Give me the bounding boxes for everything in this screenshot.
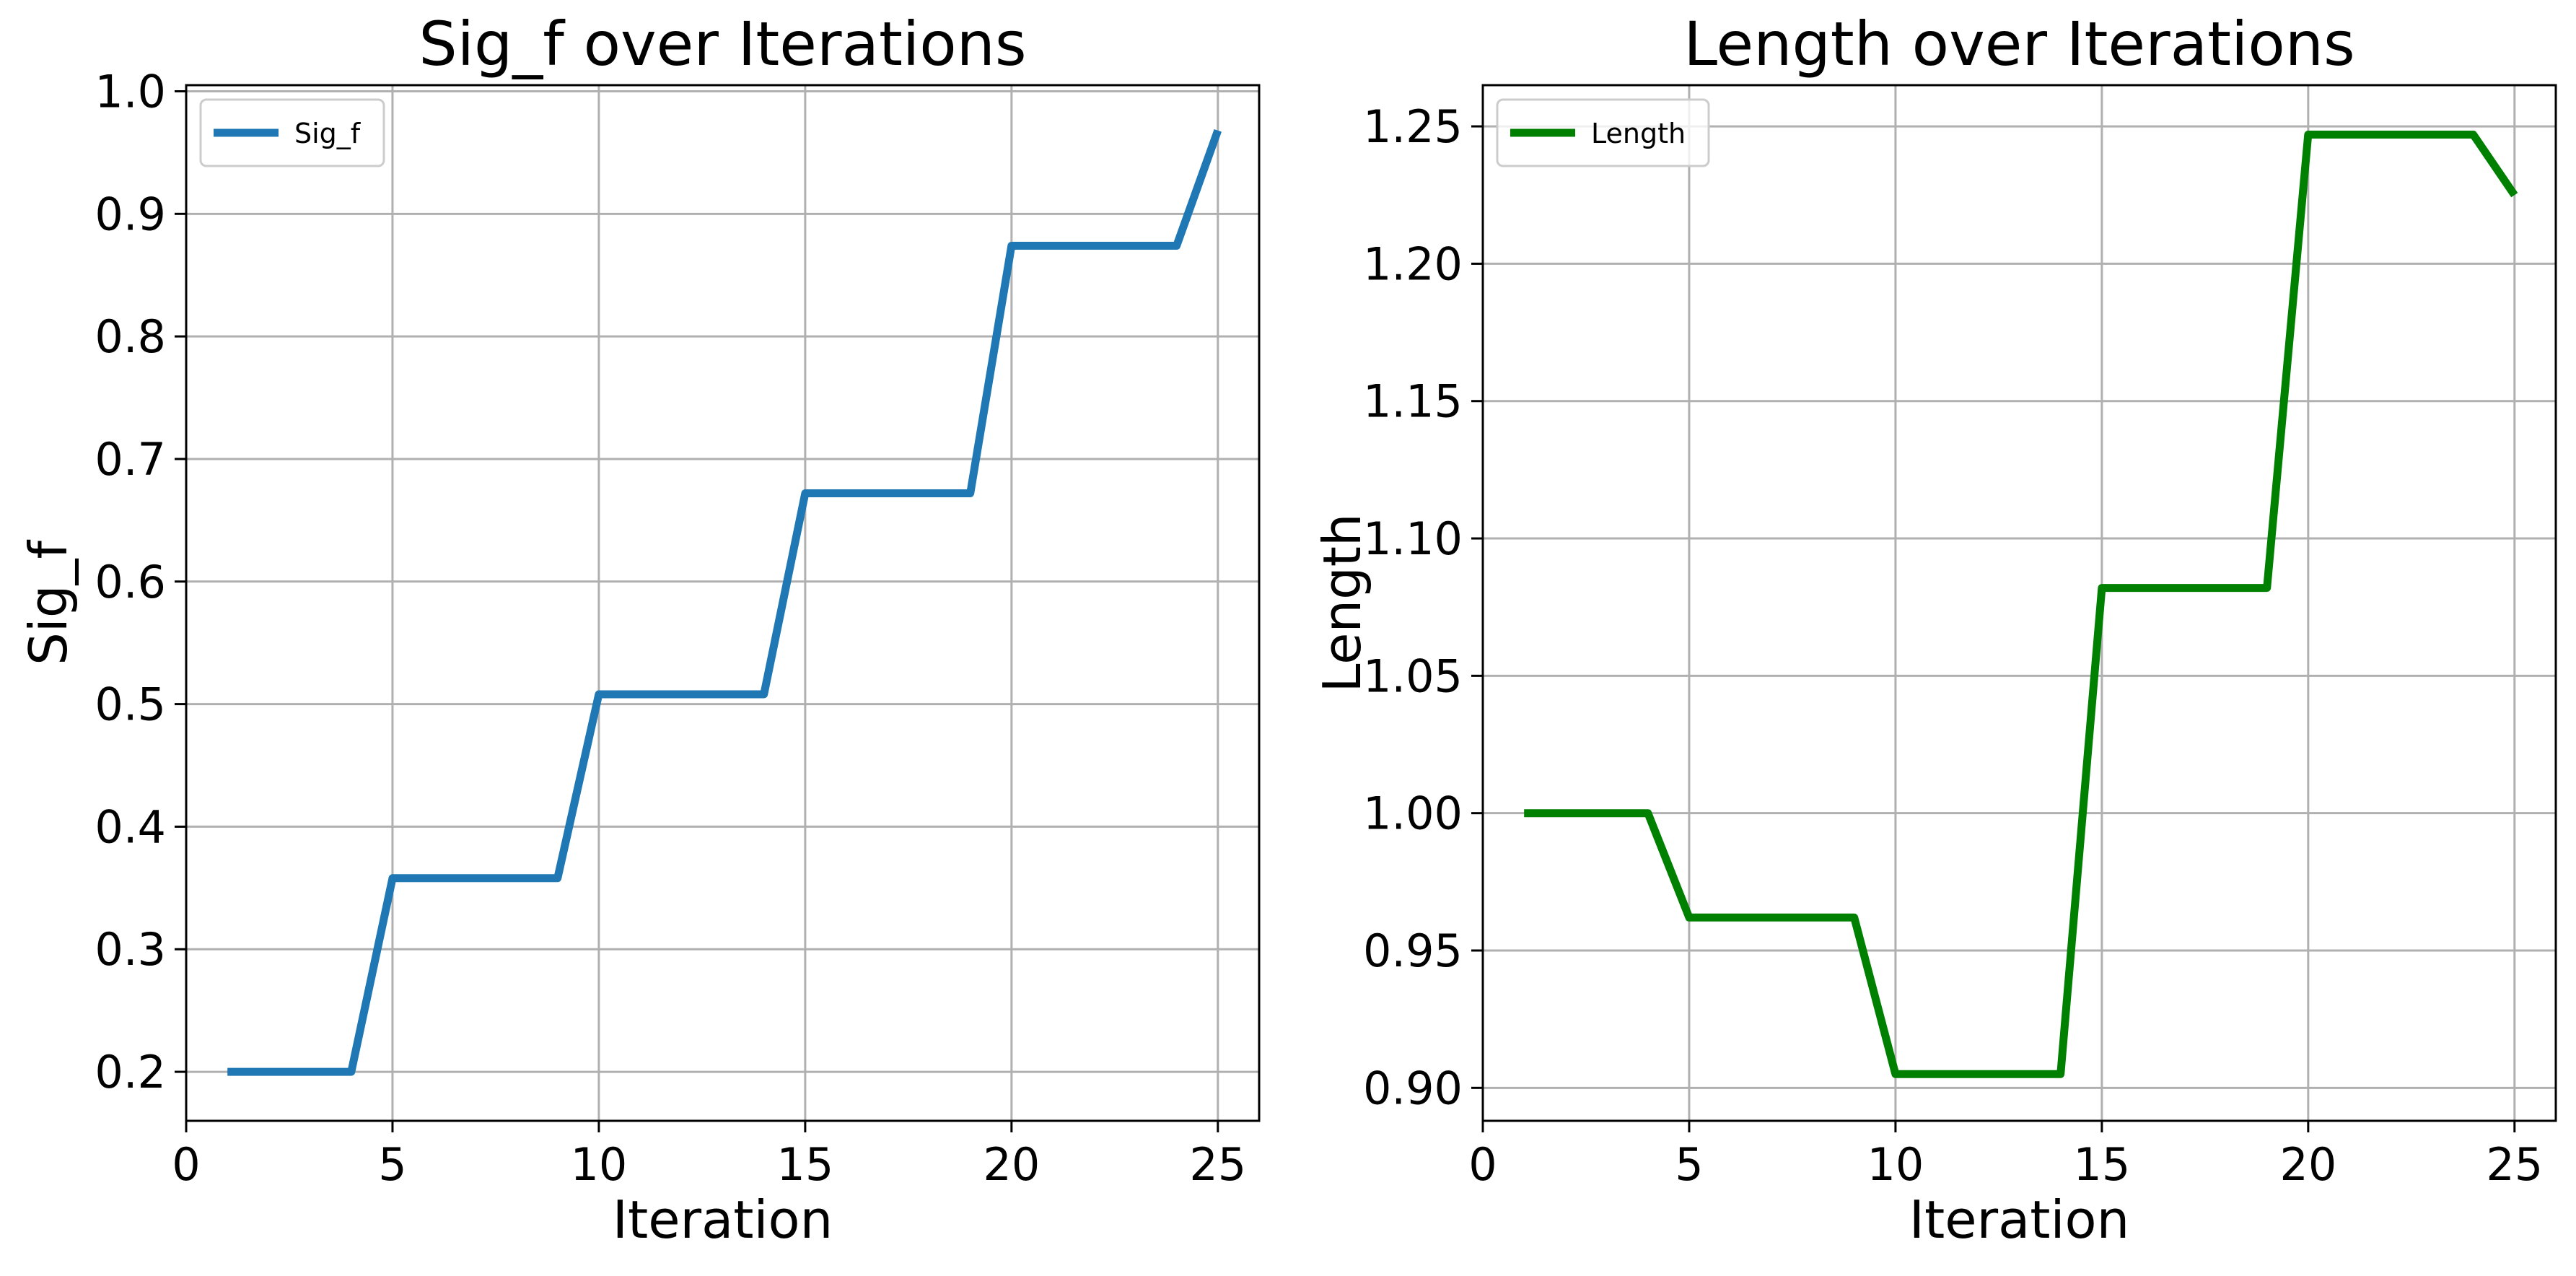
y-tick-label: 0.2 bbox=[95, 1046, 166, 1098]
x-tick-label: 0 bbox=[1468, 1138, 1497, 1191]
chart-title: Length over Iterations bbox=[1683, 9, 2355, 79]
y-tick-label: 1.0 bbox=[95, 65, 166, 118]
chart-title: Sig_f over Iterations bbox=[419, 9, 1026, 79]
series-line-length bbox=[1524, 131, 2518, 1078]
y-tick-label: 0.6 bbox=[95, 556, 166, 608]
y-axis-label: Length bbox=[1312, 513, 1372, 692]
x-tick-label: 20 bbox=[983, 1138, 1040, 1191]
plot-area-frame bbox=[185, 84, 1261, 1122]
y-tick-label: 0.7 bbox=[95, 433, 166, 486]
legend-label: Length bbox=[1591, 118, 1686, 149]
x-axis-label: Iteration bbox=[1909, 1189, 2129, 1250]
x-tick-label: 15 bbox=[776, 1138, 833, 1191]
y-tick-label: 0.8 bbox=[95, 310, 166, 363]
y-tick-label: 0.4 bbox=[95, 800, 166, 853]
x-tick-label: 10 bbox=[1867, 1138, 1924, 1191]
series-line-sig-f bbox=[227, 128, 1222, 1076]
y-tick-label: 0.95 bbox=[1363, 925, 1463, 977]
y-tick-label: 1.00 bbox=[1363, 787, 1463, 840]
legend: Length bbox=[1496, 98, 1710, 167]
x-tick-label: 0 bbox=[172, 1138, 200, 1191]
legend: Sig_f bbox=[199, 98, 385, 167]
legend-label: Sig_f bbox=[294, 118, 362, 149]
x-tick-label: 15 bbox=[2073, 1138, 2130, 1191]
x-tick-label: 20 bbox=[2279, 1138, 2336, 1191]
x-tick-label: 5 bbox=[1675, 1138, 1703, 1191]
x-tick-label: 25 bbox=[1189, 1138, 1246, 1191]
chart-1: 0 5 10 15 20 25 0.2 0.3 0.4 0.5 0.6 0.7 0.8 0.9 1.0 Sig… bbox=[18, 9, 1261, 1250]
x-tick-label: 10 bbox=[570, 1138, 627, 1191]
y-tick-label: 1.20 bbox=[1363, 237, 1463, 290]
x-axis-label: Iteration bbox=[613, 1189, 833, 1250]
y-tick-label: 0.5 bbox=[95, 678, 166, 731]
y-tick-label: 0.90 bbox=[1363, 1062, 1463, 1114]
y-tick-label: 0.3 bbox=[95, 923, 166, 976]
legend-box bbox=[199, 98, 385, 167]
x-tick-label: 5 bbox=[378, 1138, 406, 1191]
y-tick-label: 1.10 bbox=[1363, 512, 1463, 565]
x-tick-label: 25 bbox=[2486, 1138, 2543, 1191]
y-tick-label: 1.15 bbox=[1363, 375, 1463, 428]
y-tick-label: 1.25 bbox=[1363, 100, 1463, 153]
chart-2: 0 5 10 15 20 25 0.90 0.95 1.00 1.05 1.10 1.15 1.20 1.… bbox=[1312, 9, 2557, 1250]
y-tick-label: 1.05 bbox=[1363, 650, 1463, 702]
plot-area-frame bbox=[1481, 84, 2557, 1122]
legend-box bbox=[1496, 98, 1710, 167]
y-tick-label: 0.9 bbox=[95, 188, 166, 240]
y-axis-label: Sig_f bbox=[18, 539, 79, 665]
